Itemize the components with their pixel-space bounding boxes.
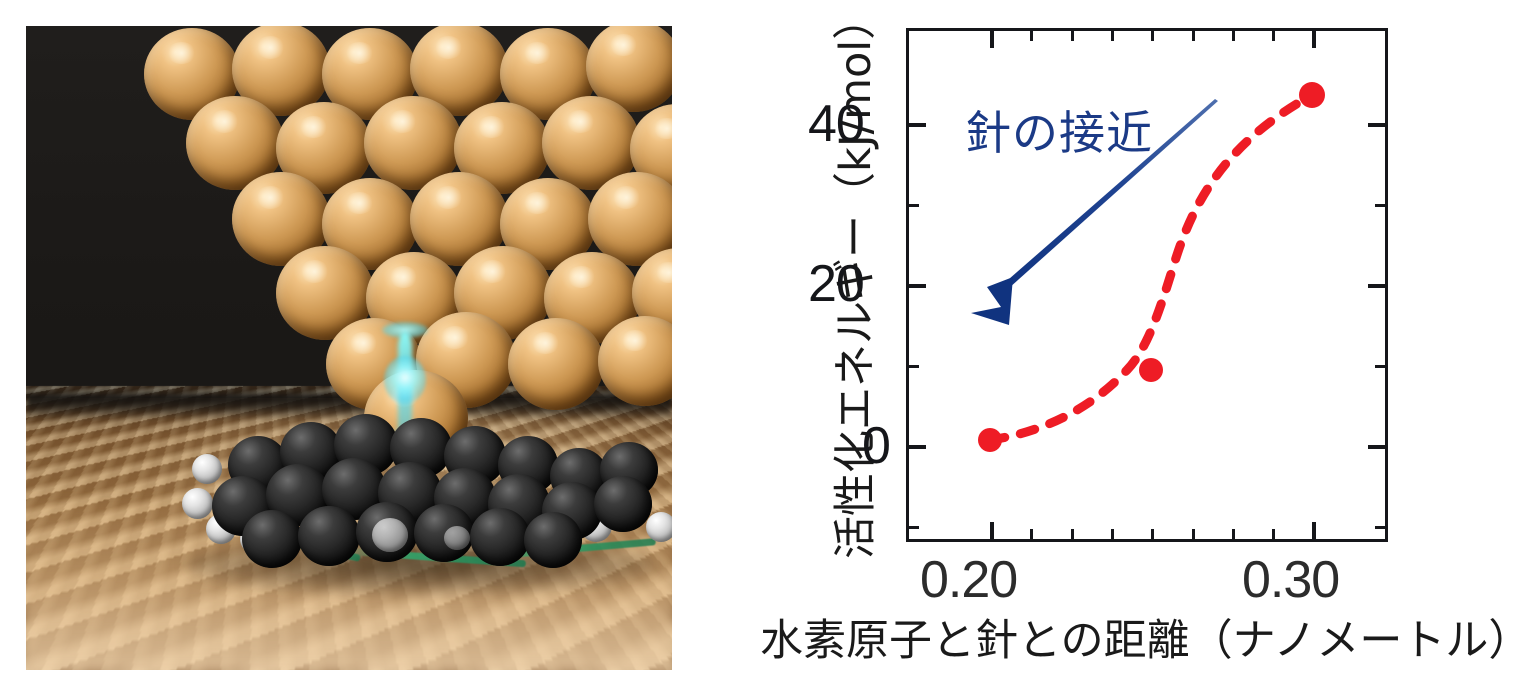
x-minor-tick-7-top bbox=[1272, 31, 1275, 41]
x-minor-tick-4-top bbox=[1151, 31, 1154, 41]
carbon-atom-highlight bbox=[372, 518, 408, 552]
x-minor-tick-6-top bbox=[1232, 31, 1235, 41]
hydrogen-atom bbox=[192, 454, 222, 484]
tip-atom bbox=[508, 318, 604, 410]
x-axis-title: 水素原子と針との距離（ナノメートル） bbox=[760, 616, 1528, 666]
annotation-label: 針の接近 bbox=[965, 106, 1153, 160]
tip-atom bbox=[588, 172, 672, 266]
y-major-tick-0 bbox=[909, 445, 926, 449]
x-minor-tick-2-top bbox=[1071, 31, 1074, 41]
adsorbed-molecule bbox=[176, 414, 672, 584]
carbon-atom-highlight bbox=[444, 526, 470, 550]
y-major-tick-0-right bbox=[1368, 445, 1385, 449]
interaction-glow-bulb bbox=[384, 356, 426, 404]
hydrogen-atom bbox=[646, 512, 672, 542]
x-minor-tick-2 bbox=[1071, 529, 1074, 539]
y-minor-tick-low bbox=[909, 526, 919, 529]
x-minor-tick-4 bbox=[1151, 529, 1154, 539]
carbon-atom bbox=[242, 510, 302, 568]
data-curve bbox=[985, 90, 1317, 445]
x-major-tick-030 bbox=[1312, 522, 1316, 539]
plot-overlay bbox=[971, 82, 1325, 452]
y-major-tick-40 bbox=[909, 123, 926, 127]
x-major-tick-020 bbox=[990, 522, 994, 539]
data-point bbox=[1299, 82, 1325, 108]
y-major-tick-40-right bbox=[1368, 123, 1385, 127]
carbon-atom bbox=[298, 506, 360, 566]
tip-atom bbox=[542, 96, 640, 190]
stm-tip-illustration bbox=[26, 26, 672, 670]
tip-atom bbox=[598, 316, 672, 406]
hydrogen-atom bbox=[182, 488, 213, 519]
y-major-tick-20-right bbox=[1368, 284, 1385, 288]
x-minor-tick-5-top bbox=[1192, 31, 1195, 41]
x-minor-tick-6 bbox=[1232, 529, 1235, 539]
carbon-atom bbox=[524, 512, 582, 568]
x-major-tick-020-top bbox=[990, 31, 994, 48]
activation-energy-chart: 活性化エネルギー（kJ/mol） 40 20 0 0.20 0.30 bbox=[760, 0, 1528, 666]
x-minor-tick-5 bbox=[1192, 529, 1195, 539]
data-point bbox=[1139, 358, 1163, 382]
x-minor-tick-3-top bbox=[1111, 31, 1114, 41]
tip-contact-glow bbox=[382, 322, 428, 338]
y-minor-tick-30 bbox=[909, 204, 919, 207]
metal-tip-cluster bbox=[26, 26, 672, 466]
x-minor-tick-7 bbox=[1272, 529, 1275, 539]
approach-arrow bbox=[971, 99, 1218, 325]
data-point bbox=[978, 428, 1002, 452]
x-tick-label-030: 0.30 bbox=[1242, 551, 1340, 609]
x-tick-label-020: 0.20 bbox=[920, 551, 1018, 609]
y-minor-tick-10-right bbox=[1375, 365, 1385, 368]
x-minor-tick-1-top bbox=[1030, 31, 1033, 41]
y-minor-tick-10 bbox=[909, 365, 919, 368]
x-minor-tick-1 bbox=[1030, 529, 1033, 539]
x-minor-tick-3 bbox=[1111, 529, 1114, 539]
y-minor-tick-30-right bbox=[1375, 204, 1385, 207]
carbon-atom bbox=[594, 476, 652, 532]
plot-frame: 針の接近 bbox=[906, 28, 1388, 542]
x-major-tick-030-top bbox=[1312, 31, 1316, 48]
carbon-atom bbox=[470, 508, 530, 566]
y-minor-tick-low-right bbox=[1375, 526, 1385, 529]
y-major-tick-20 bbox=[909, 284, 926, 288]
